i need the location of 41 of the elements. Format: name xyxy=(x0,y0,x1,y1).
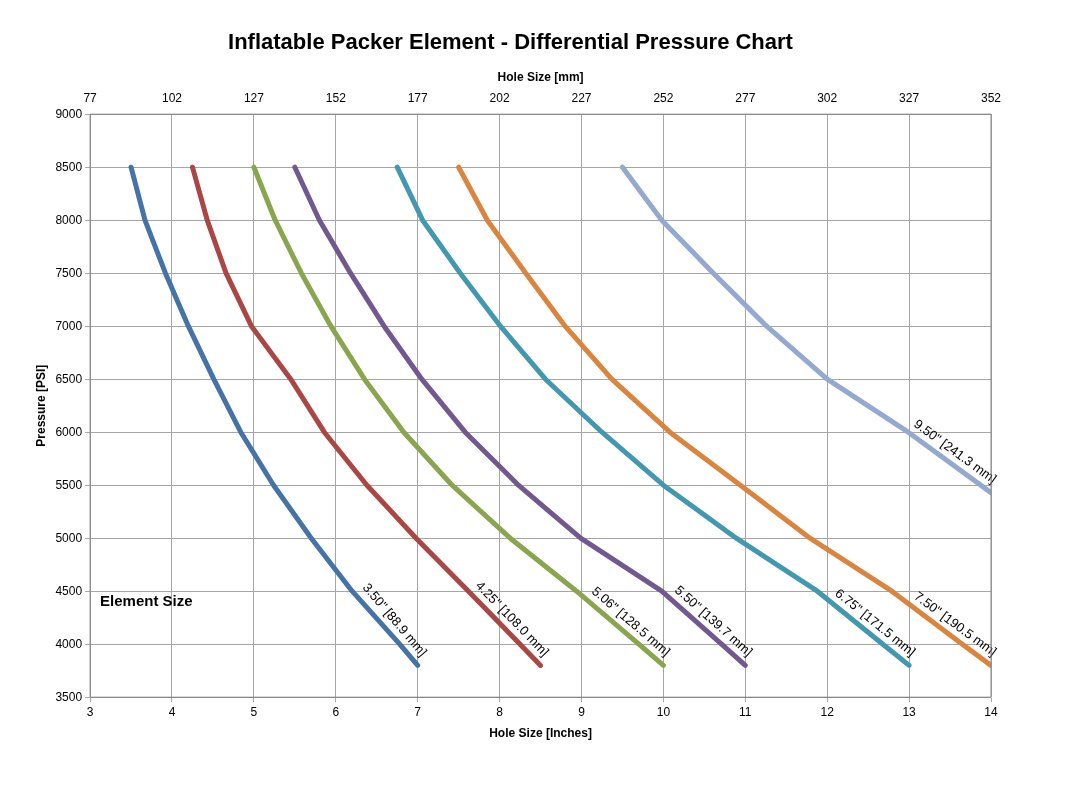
x2-tick-label: 77 xyxy=(83,91,98,106)
x-tick-label: 3 xyxy=(86,704,94,719)
x2-axis-title: Hole Size [mm] xyxy=(497,69,584,84)
legend-title: Element Size xyxy=(100,591,193,609)
x2-tick-label: 327 xyxy=(899,91,920,106)
x-tick-label: 4 xyxy=(168,704,176,719)
y-tick-label: 6500 xyxy=(55,371,83,386)
y-tick-label: 9000 xyxy=(55,106,83,121)
y-tick-label: 4000 xyxy=(55,636,83,651)
x-tick-label: 12 xyxy=(820,704,835,719)
x-tick-label: 10 xyxy=(656,704,671,719)
x2-tick-label: 177 xyxy=(407,91,429,106)
x-tick-label: 9 xyxy=(578,704,586,719)
y-tick-label: 5000 xyxy=(55,530,83,545)
x2-tick-label: 227 xyxy=(571,91,592,106)
y-tick-label: 4500 xyxy=(55,583,83,598)
x2-tick-label: 302 xyxy=(817,91,838,106)
y-tick-label: 3500 xyxy=(55,689,83,704)
y-tick-label: 7000 xyxy=(55,318,83,333)
x-axis-title: Hole Size [Inches] xyxy=(489,726,592,741)
y-tick-label: 8500 xyxy=(55,159,83,174)
x-tick-label: 13 xyxy=(902,704,917,719)
x-tick-label: 8 xyxy=(496,704,504,719)
x2-tick-label: 127 xyxy=(243,91,265,106)
x2-tick-label: 252 xyxy=(653,91,674,106)
x-tick-label: 11 xyxy=(739,704,752,719)
x2-tick-label: 277 xyxy=(735,91,756,106)
y-tick-label: 8000 xyxy=(55,212,83,227)
y-tick-label: 6000 xyxy=(55,424,83,439)
x-tick-label: 6 xyxy=(332,704,340,719)
y-tick-label: 5500 xyxy=(55,477,83,492)
x-tick-label: 5 xyxy=(250,704,258,719)
x2-tick-label: 152 xyxy=(325,91,347,106)
x2-tick-label: 202 xyxy=(489,91,510,106)
x2-tick-label: 102 xyxy=(161,91,183,106)
x2-tick-label: 352 xyxy=(980,91,1002,106)
x-tick-label: 14 xyxy=(984,704,998,719)
chart-title: Inflatable Packer Element - Differential Pressure Chart xyxy=(228,29,794,55)
x-tick-label: 7 xyxy=(414,704,422,719)
y-tick-label: 7500 xyxy=(55,265,83,280)
y-axis-title: Pressure [PSI] xyxy=(33,364,48,447)
